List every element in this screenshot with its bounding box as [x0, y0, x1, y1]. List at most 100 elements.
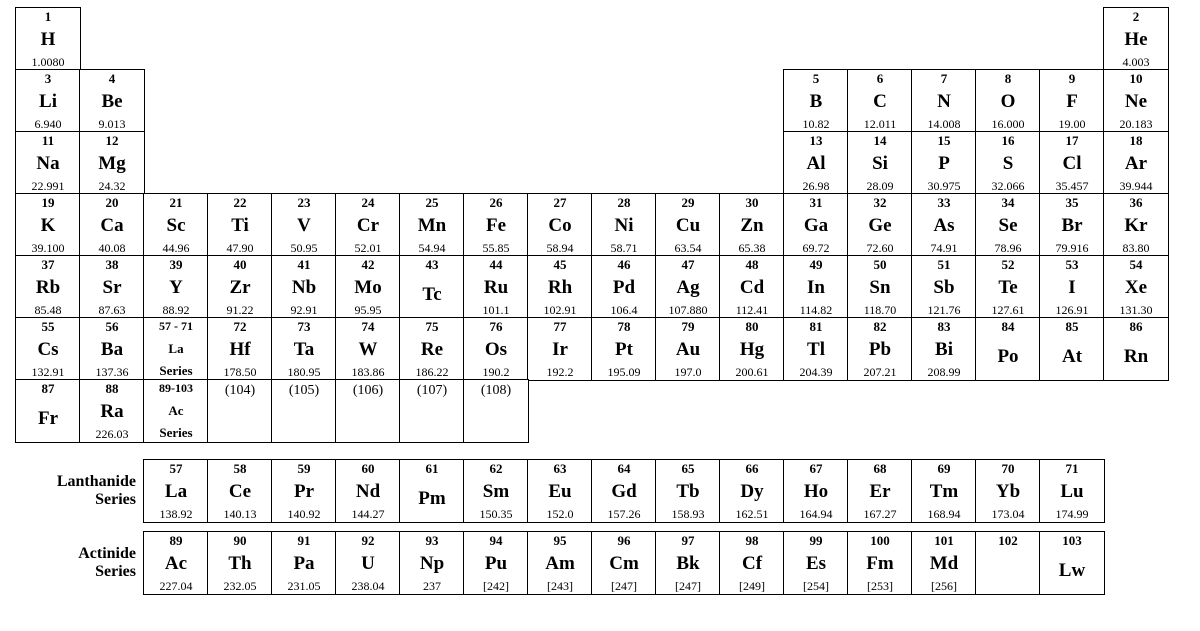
element-Kr: 36Kr83.80	[1103, 193, 1169, 257]
element-Tc: 43Tc	[399, 255, 465, 319]
placeholder-108: (108)	[463, 379, 529, 443]
element-symbol: Pd	[613, 278, 635, 297]
element-Cs: 55Cs132.91	[15, 317, 81, 381]
atomic-number: 96	[618, 534, 631, 547]
element-symbol: Pm	[418, 489, 445, 508]
element-symbol: Kr	[1124, 216, 1147, 235]
atomic-mass: 132.91	[32, 366, 65, 379]
lanthanide-row: 57La138.92 58Ce140.13 59Pr140.92 60Nd144…	[144, 460, 1104, 522]
element-I: 53I126.91	[1039, 255, 1105, 319]
atomic-mass: 52.01	[355, 242, 382, 255]
atomic-number: 58	[234, 462, 247, 475]
element-Te: 52Te127.61	[975, 255, 1041, 319]
element-symbol: Si	[872, 154, 888, 173]
element-symbol: Bi	[935, 340, 953, 359]
atomic-mass: 232.05	[224, 580, 257, 593]
element-Os: 76Os190.2	[463, 317, 529, 381]
element-Ho: 67Ho164.94	[783, 459, 849, 523]
atomic-number: 21	[170, 196, 183, 209]
atomic-mass: 164.94	[800, 508, 833, 521]
element-symbol: Sb	[933, 278, 954, 297]
element-symbol: Hg	[740, 340, 764, 359]
atomic-mass: 192.2	[547, 366, 574, 379]
element-symbol: Sn	[869, 278, 890, 297]
atomic-number: 81	[810, 320, 823, 333]
atomic-number: 79	[682, 320, 695, 333]
atomic-mass: 39.100	[32, 242, 65, 255]
element-symbol: Mn	[418, 216, 447, 235]
element-symbol: Np	[420, 554, 444, 573]
atomic-number: 33	[938, 196, 951, 209]
element-symbol: H	[41, 30, 56, 49]
atomic-number: 26	[490, 196, 503, 209]
series-text: Series	[159, 426, 192, 440]
atomic-mass: 112.41	[736, 304, 769, 317]
element-symbol: Pu	[485, 554, 507, 573]
element-Eu: 63Eu152.0	[527, 459, 593, 523]
atomic-number: 52	[1002, 258, 1015, 271]
lanthanide-block: Lanthanide Series 57La138.92 58Ce140.13 …	[16, 460, 1192, 522]
atomic-mass: 102.91	[544, 304, 577, 317]
atomic-number: 13	[810, 134, 823, 147]
element-symbol: Cm	[609, 554, 639, 573]
atomic-mass: 208.99	[928, 366, 961, 379]
element-symbol: Lw	[1059, 561, 1085, 580]
element-symbol: K	[41, 216, 56, 235]
element-symbol: Xe	[1125, 278, 1147, 297]
atomic-mass: 88.92	[163, 304, 190, 317]
element-Fe: 26Fe55.85	[463, 193, 529, 257]
atomic-mass: 227.04	[160, 580, 193, 593]
element-Md: 101Md[256]	[911, 531, 977, 595]
atomic-mass: 101.1	[483, 304, 510, 317]
element-Co: 27Co58.94	[527, 193, 593, 257]
atomic-number: 60	[362, 462, 375, 475]
element-Mg: 12Mg24.32	[79, 131, 145, 195]
element-Na: 11Na22.991	[15, 131, 81, 195]
atomic-number: 65	[682, 462, 695, 475]
atomic-number: 7	[941, 72, 948, 85]
element-Sn: 50Sn118.70	[847, 255, 913, 319]
actinide-label: Actinide Series	[16, 545, 144, 582]
element-V: 23V50.95	[271, 193, 337, 257]
atomic-mass: 95.95	[355, 304, 382, 317]
element-symbol: Co	[548, 216, 571, 235]
element-Nd: 60Nd144.27	[335, 459, 401, 523]
actinide-block: Actinide Series 89Ac227.04 90Th232.05 91…	[16, 532, 1192, 594]
element-symbol: Cl	[1063, 154, 1082, 173]
element-symbol: Te	[998, 278, 1017, 297]
atomic-number: 37	[42, 258, 55, 271]
atomic-number: 36	[1130, 196, 1143, 209]
element-As: 33As74.91	[911, 193, 977, 257]
element-Am: 95Am[243]	[527, 531, 593, 595]
periodic-table-main: 1H1.0080 2He4.003 3Li6.940 4Be9.013 5B10…	[16, 8, 1192, 442]
element-Ac: 89Ac227.04	[143, 531, 209, 595]
element-Pu: 94Pu[242]	[463, 531, 529, 595]
atomic-number: 85	[1066, 320, 1079, 333]
atomic-number: 50	[874, 258, 887, 271]
series-row-label: Series	[95, 563, 136, 580]
element-S: 16S32.066	[975, 131, 1041, 195]
series-row-label: Series	[95, 491, 136, 508]
element-Cm: 96Cm[247]	[591, 531, 657, 595]
element-symbol: S	[1003, 154, 1014, 173]
element-symbol: Zr	[229, 278, 250, 297]
element-Mo: 42Mo95.95	[335, 255, 401, 319]
atomic-mass: 140.13	[224, 508, 257, 521]
element-Sr: 38Sr87.63	[79, 255, 145, 319]
atomic-mass: 178.50	[224, 366, 257, 379]
atomic-mass: 231.05	[288, 580, 321, 593]
element-symbol: F	[1066, 92, 1078, 111]
atomic-number: 70	[1002, 462, 1015, 475]
atomic-number: 30	[746, 196, 759, 209]
element-He: 2He4.003	[1103, 7, 1169, 71]
atomic-number: 75	[426, 320, 439, 333]
element-Dy: 66Dy162.51	[719, 459, 785, 523]
atomic-mass: 168.94	[928, 508, 961, 521]
atomic-number: 69	[938, 462, 951, 475]
atomic-number: 54	[1130, 258, 1143, 271]
element-Ir: 77Ir192.2	[527, 317, 593, 381]
atomic-mass: 91.22	[227, 304, 254, 317]
atomic-mass: 19.00	[1059, 118, 1086, 131]
element-symbol: Ta	[294, 340, 314, 359]
element-symbol: Ni	[615, 216, 634, 235]
